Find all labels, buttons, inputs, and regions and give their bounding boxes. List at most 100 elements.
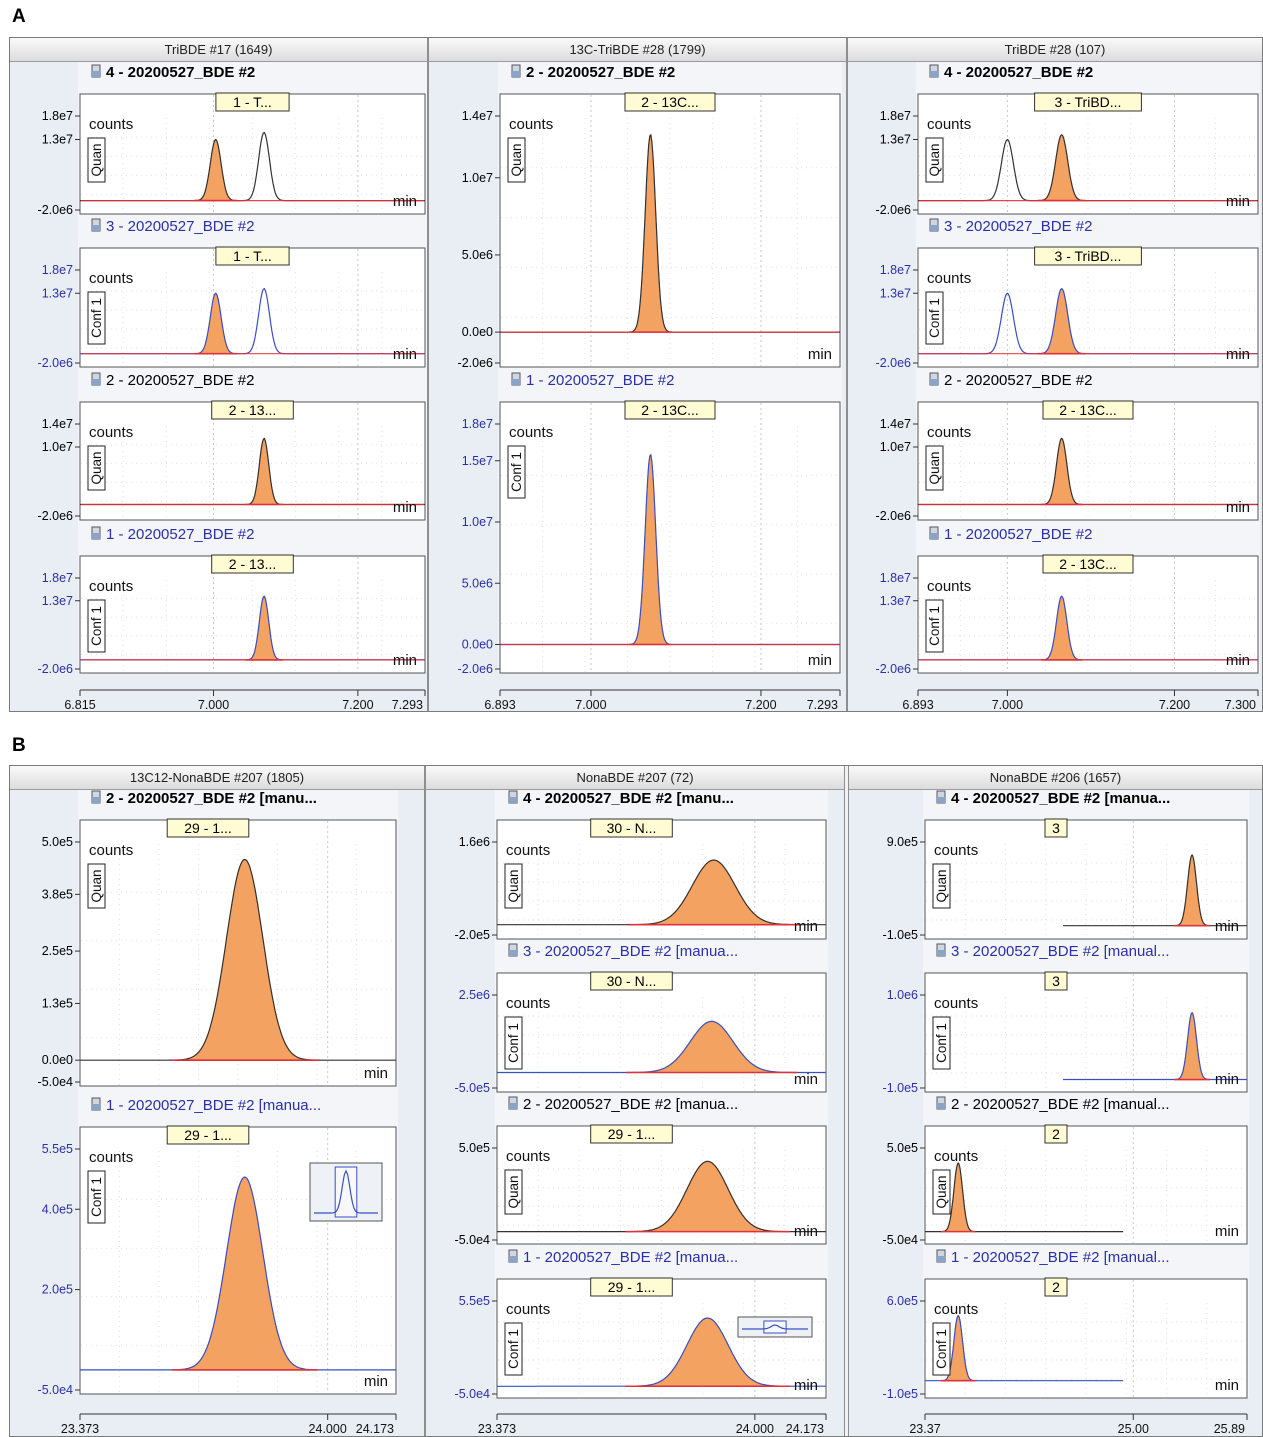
x-tick-label: 23.373 <box>478 1422 516 1436</box>
x-tick-label: 7.200 <box>745 698 776 711</box>
ion-type-label: Quan <box>89 451 104 484</box>
x-tick-label: 7.000 <box>992 698 1023 711</box>
y-tick-label: 1.0e7 <box>462 515 493 529</box>
ion-type-label: Conf 1 <box>89 298 104 338</box>
x-tick-label: 7.200 <box>1159 698 1190 711</box>
x-unit-label: min <box>1226 346 1250 363</box>
ion-type-label: Conf 1 <box>506 1329 521 1369</box>
y-tick-label: 5.0e6 <box>462 576 493 590</box>
chromatogram-stack: 4 - 20200527_BDE #2 [manu...1.6e6-2.0e53… <box>455 790 828 1436</box>
chromatogram-panel: 1 - 20200527_BDE #2 [manua... 5.5e5 4.0e5 2… <box>38 1097 397 1397</box>
y-axis-label: counts <box>934 995 978 1012</box>
y-tick-label: -2.0e6 <box>38 662 73 676</box>
peak-tag-label: 30 - N... <box>607 973 657 989</box>
y-axis-label: counts <box>927 116 971 133</box>
ion-type-label: Conf 1 <box>934 1329 949 1369</box>
y-tick-label: -1.0e5 <box>883 1081 918 1095</box>
y-tick-label: -2.0e6 <box>876 356 911 370</box>
x-tick-label: 6.815 <box>64 698 95 711</box>
peak-tag-label: 2 - 13C... <box>641 402 699 418</box>
peak-tag <box>166 1125 250 1145</box>
y-tick-label: 1.8e7 <box>42 263 73 277</box>
y-tick-label: -5.0e5 <box>455 1081 490 1095</box>
chromatogram-panel: 4 - 20200527_BDE #2 [manua... 9.0e5 -1.0e5… <box>883 790 1248 942</box>
y-tick-label: -2.0e6 <box>38 509 73 523</box>
sample-title: 3 - 20200527_BDE #2 <box>106 218 254 235</box>
x-unit-label: min <box>364 1065 388 1082</box>
ion-type-box <box>932 1016 951 1070</box>
peak-tag <box>590 971 673 991</box>
sample-title: 1 - 20200527_BDE #2 [manua... <box>523 1249 738 1266</box>
ion-type-box <box>87 137 106 183</box>
y-tick-label: -2.0e5 <box>455 928 490 942</box>
ion-type-label: Quan <box>506 869 521 902</box>
plot-frame <box>499 401 841 674</box>
ion-type-box <box>504 1169 523 1215</box>
y-axis-label: counts <box>89 424 133 441</box>
peak-tag <box>590 1277 673 1297</box>
chart-column: 13C-TriBDE #28 (1799) 2 - 20200527_BDE #… <box>429 38 846 711</box>
x-unit-label: min <box>794 1377 818 1394</box>
y-tick-label: 0.0e0 <box>42 1053 73 1067</box>
x-unit-label: min <box>1215 1223 1239 1240</box>
y-tick-label: 1.3e7 <box>42 133 73 147</box>
y-tick-label: -5.0e4 <box>455 1387 490 1401</box>
x-unit-label: min <box>393 193 417 210</box>
peak-tag <box>1034 246 1142 266</box>
y-tick-label: 1.0e6 <box>887 988 918 1002</box>
y-tick-label: -1.0e5 <box>883 928 918 942</box>
chromatogram-panel: 2 - 20200527_BDE #2 1.4e7 1.0e7 5.0e6 0.0e0 -… <box>458 64 841 370</box>
ion-type-label: Conf 1 <box>927 298 942 338</box>
vial-icon <box>511 372 521 386</box>
y-tick-label: 5.5e5 <box>42 1142 73 1156</box>
ion-type-box <box>87 445 106 491</box>
x-unit-label: min <box>1215 1377 1239 1394</box>
x-unit-label: min <box>794 1071 818 1088</box>
peak-tag <box>1042 554 1134 574</box>
trace-line <box>1063 854 1247 927</box>
peak-tag-label: 30 - N... <box>607 820 657 836</box>
vial-icon <box>91 790 101 804</box>
sample-title: 4 - 20200527_BDE #2 <box>944 64 1093 81</box>
y-axis-label: counts <box>89 842 133 859</box>
peak-tag <box>1044 1277 1068 1297</box>
peak-tag <box>1044 818 1068 838</box>
peak-tag-label: 1 - T... <box>233 94 272 110</box>
y-axis-label: counts <box>927 424 971 441</box>
x-unit-label: min <box>393 652 417 669</box>
y-tick-label: 1.5e7 <box>462 454 493 468</box>
vial-icon <box>91 64 101 78</box>
peak-tag <box>211 400 294 420</box>
peak-tag <box>215 246 290 266</box>
y-tick-label: 1.6e6 <box>459 835 490 849</box>
y-tick-label: 1.4e7 <box>462 109 493 123</box>
peak-tag-label: 3 - TriBD... <box>1055 94 1122 110</box>
peak-tag-label: 3 <box>1052 973 1060 989</box>
vial-icon <box>936 1249 946 1263</box>
x-tick-label: 23.37 <box>909 1422 940 1436</box>
y-tick-label: -5.0e4 <box>38 1075 73 1089</box>
x-unit-label: min <box>364 1373 388 1390</box>
chromatogram-panel: 2 - 20200527_BDE #2 1.4e7 1.0e7 -2.0e6 2 - 1… <box>876 372 1259 523</box>
sample-title: 2 - 20200527_BDE #2 [manu... <box>106 790 317 807</box>
y-tick-label: 0.0e0 <box>462 325 493 339</box>
vial-icon <box>929 526 939 540</box>
y-tick-label: 1.8e7 <box>880 109 911 123</box>
chromatogram-panel: 2 - 20200527_BDE #2 1.4e7 1.0e7 -2.0e6 2 - 1… <box>38 372 426 523</box>
y-tick-label: 1.0e7 <box>462 171 493 185</box>
sample-title: 3 - 20200527_BDE #2 [manual... <box>951 943 1169 960</box>
chart-column: TriBDE #28 (107) 4 - 20200527_BDE #2 1.8e… <box>848 38 1262 711</box>
sample-title: 4 - 20200527_BDE #2 [manua... <box>951 790 1170 807</box>
sample-title: 2 - 20200527_BDE #2 [manual... <box>951 1096 1169 1113</box>
peak-tag-label: 1 - T... <box>233 248 272 264</box>
chromatogram-panel: 3 - 20200527_BDE #2 1.8e7 1.3e7 -2.0e6 3 - T… <box>876 218 1259 370</box>
chart-column: NonaBDE #206 (1657) 4 - 20200527_BDE #2 … <box>849 766 1262 1436</box>
column-title: 13C12-NonaBDE #207 (1805) <box>10 766 424 790</box>
peak-tag-label: 2 <box>1052 1126 1060 1142</box>
y-axis-label: counts <box>509 424 553 441</box>
chromatogram-panel: 1 - 20200527_BDE #2 1.8e7 1.5e7 1.0e7 5.0e6 0… <box>458 372 841 676</box>
sample-title: 1 - 20200527_BDE #2 [manual... <box>951 1249 1169 1266</box>
y-tick-label: -5.0e4 <box>38 1383 73 1397</box>
y-tick-label: 6.0e5 <box>887 1294 918 1308</box>
y-axis-label: counts <box>934 1148 978 1165</box>
